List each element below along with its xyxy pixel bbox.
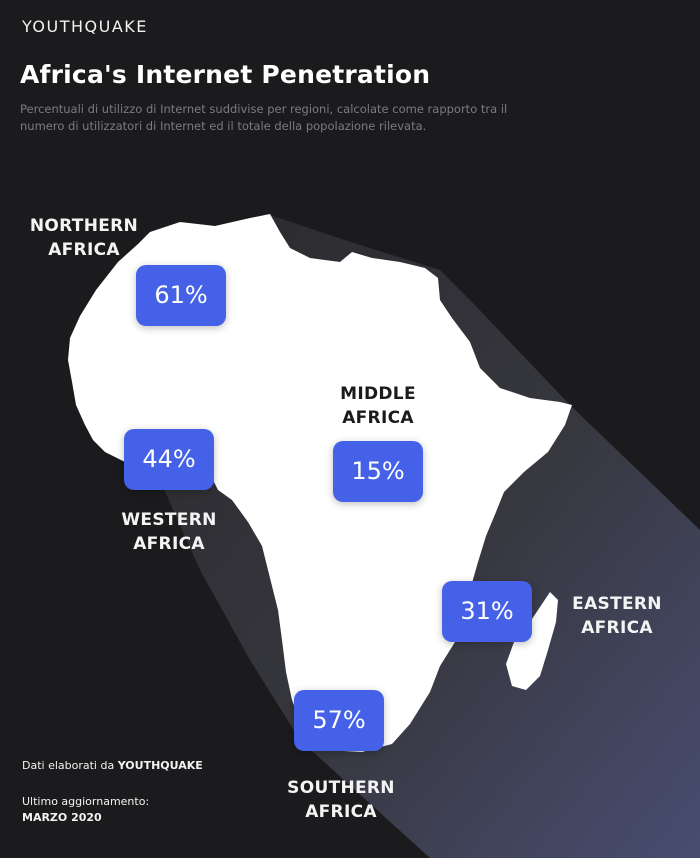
region-label-line1: NORTHERN <box>29 216 139 236</box>
footer-credit: Dati elaborati da YOUTHQUAKE <box>22 759 203 772</box>
region-value-eastern: 31% <box>442 581 532 642</box>
region-label-line1: MIDDLE <box>340 384 416 404</box>
region-label-line2: AFRICA <box>133 534 205 554</box>
region-value-northern: 61% <box>136 265 226 326</box>
region-value-southern: 57% <box>294 690 384 751</box>
footer-updated-date: MARZO 2020 <box>22 811 102 824</box>
region-label-line2: AFRICA <box>342 408 414 428</box>
brand-logo-text: YOUTHQUAKE <box>22 17 148 36</box>
madagascar-silhouette <box>506 592 558 690</box>
region-label-line2: AFRICA <box>48 240 120 260</box>
footer-credit-brand: YOUTHQUAKE <box>117 759 203 772</box>
region-value-middle: 15% <box>333 441 423 502</box>
region-label-line1: EASTERN <box>572 594 662 614</box>
page-subtitle: Percentuali di utilizzo di Internet sudd… <box>20 102 508 133</box>
region-label-eastern: EASTERN AFRICA <box>566 592 668 640</box>
region-label-line2: AFRICA <box>305 802 377 822</box>
region-label-middle: MIDDLE AFRICA <box>326 382 430 430</box>
region-label-line2: AFRICA <box>581 618 653 638</box>
page-title: Africa's Internet Penetration <box>20 60 431 89</box>
footer-updated-label: Ultimo aggiornamento: <box>22 795 150 808</box>
region-value-western: 44% <box>124 429 214 490</box>
region-label-southern: SOUTHERN AFRICA <box>282 776 400 824</box>
region-label-line1: SOUTHERN <box>287 778 395 798</box>
region-label-line1: WESTERN <box>121 510 217 530</box>
footer-credit-prefix: Dati elaborati da <box>22 759 115 772</box>
region-label-northern: NORTHERN AFRICA <box>28 214 140 262</box>
region-label-western: WESTERN AFRICA <box>112 508 226 556</box>
